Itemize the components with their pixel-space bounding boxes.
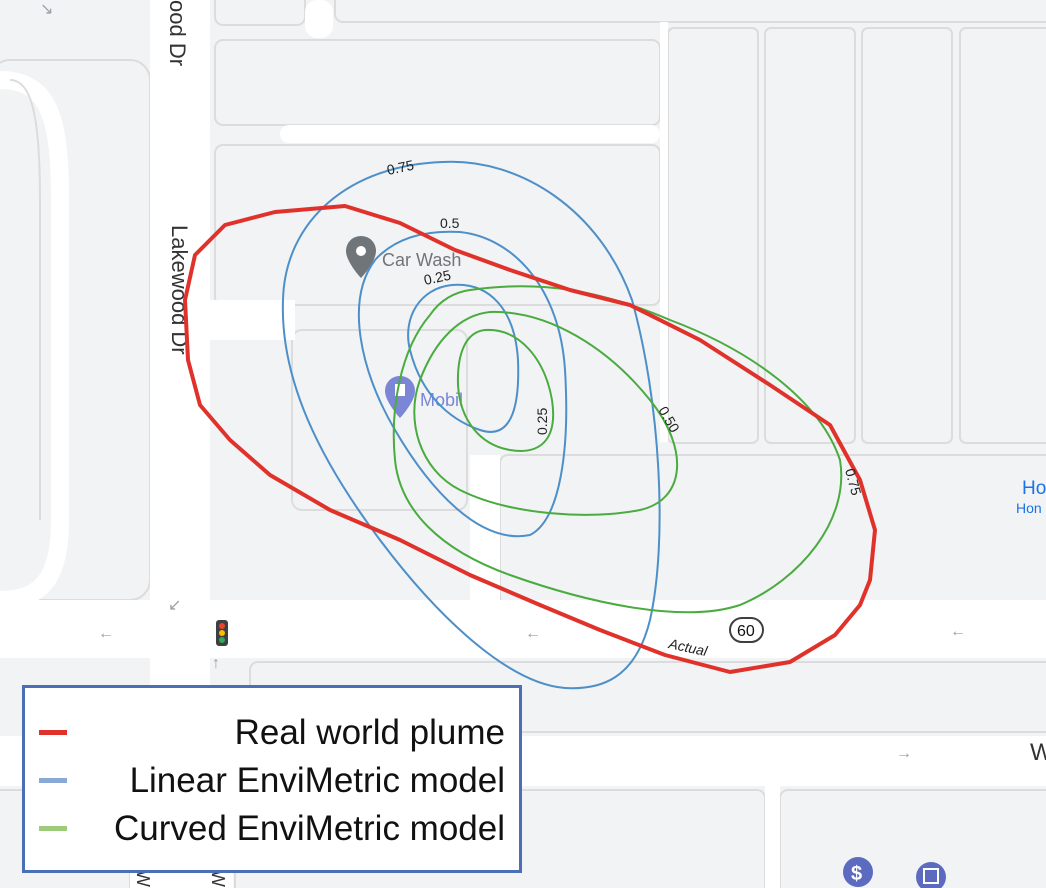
direction-arrow-icon: → [896, 745, 912, 762]
direction-arrow-icon: ← [525, 625, 541, 642]
legend-label-linear: Linear EnviMetric model [129, 761, 505, 800]
curved-model-contours [392, 285, 843, 614]
legend-item-curved: Curved EnviMetric model [25, 806, 519, 852]
real-world-plume [183, 204, 877, 674]
linear-model-contours [281, 160, 661, 690]
street-label-bottom-2: W [208, 870, 228, 887]
atm-icon [916, 862, 946, 888]
direction-arrow-icon: ↙ [168, 597, 181, 614]
traffic-light-icon [216, 620, 228, 646]
direction-arrow-icon: ← [98, 625, 114, 642]
legend-item-linear: Linear EnviMetric model [25, 758, 519, 804]
direction-arrow-icon: ↘ [40, 1, 53, 18]
curved-contour-0.5 [413, 310, 679, 516]
label-curved-0.75: 0.75 [842, 467, 865, 498]
linear-contour-0.5 [357, 230, 568, 538]
label-linear-0.25: 0.25 [422, 267, 452, 288]
street-label-top: ood Dr [165, 0, 190, 66]
linear-contour-0.25 [407, 283, 520, 433]
curved-contour-0.25 [456, 328, 555, 452]
label-curved-0.25: 0.25 [534, 408, 550, 435]
legend-swatch-linear [39, 778, 67, 783]
direction-arrows: ← ← ← → ↑ ↙ ↘ [40, 1, 966, 762]
street-label-bottom-1: W [133, 870, 153, 887]
svg-text:$: $ [851, 863, 862, 885]
legend-item-real: Real world plume [25, 710, 519, 756]
linear-contour-0.75 [281, 160, 661, 690]
legend-label-real: Real world plume [234, 713, 505, 752]
dollar-icon: $ [843, 857, 873, 887]
place-label-right-2: Hon [1016, 500, 1042, 516]
legend: Real world plume Linear EnviMetric model… [22, 685, 522, 873]
direction-arrow-icon: ← [950, 623, 966, 640]
legend-swatch-real [39, 730, 67, 735]
map-pin-icon [346, 236, 376, 278]
route-shield-label: 60 [737, 623, 755, 640]
poi-label-car-wash: Car Wash [382, 250, 461, 270]
legend-swatch-curved [39, 826, 67, 831]
route-shield: 60 [729, 617, 764, 643]
street-label-right-w: W [1030, 739, 1046, 766]
curved-road-edge [9, 79, 41, 520]
legend-label-curved: Curved EnviMetric model [114, 809, 505, 848]
label-linear-0.75: 0.75 [385, 157, 415, 178]
car-wash-poi[interactable]: Car Wash [346, 236, 461, 278]
direction-arrow-icon: ↑ [212, 655, 220, 672]
gas-station-icon [385, 376, 415, 418]
place-label-right-1: Ho [1022, 478, 1046, 499]
curved-contour-0.75 [392, 285, 843, 614]
label-linear-0.5: 0.5 [440, 215, 460, 231]
curved-road [0, 71, 69, 609]
